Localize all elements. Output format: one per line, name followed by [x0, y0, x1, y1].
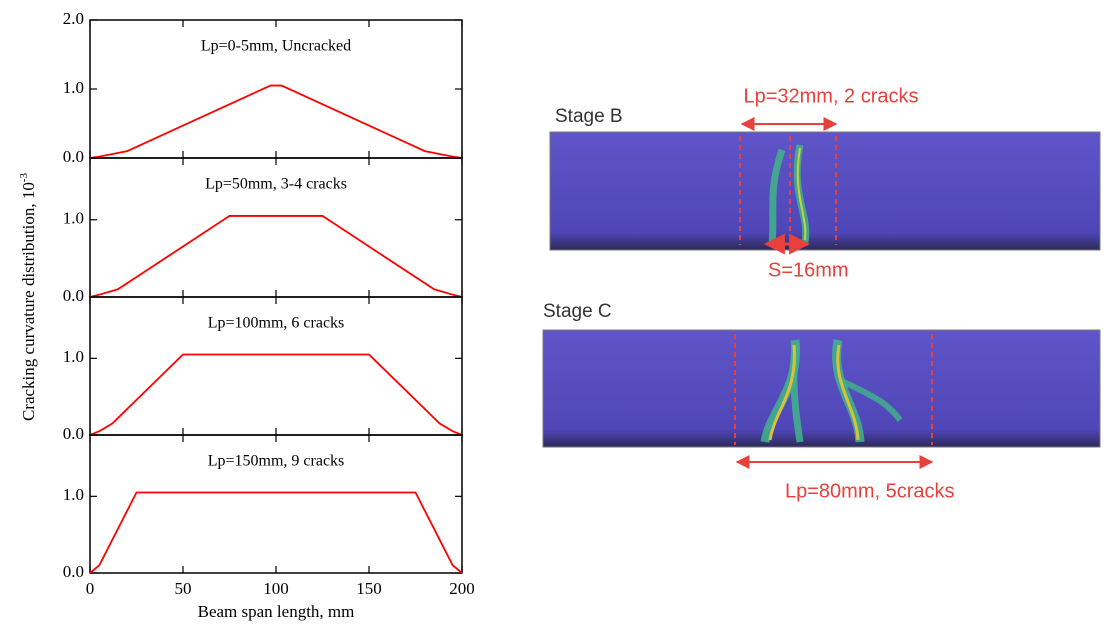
y-tick-label: 1.0 — [63, 78, 84, 97]
panel: 0 50 100 150 200 0.0 1.0 Lp=150mm, 9 cracks — [63, 435, 475, 598]
y-tick-label: 1.0 — [63, 347, 84, 366]
panel: 0.0 1.0 Lp=100mm, 6 cracks — [63, 297, 462, 443]
x-axis-label: Beam span length, mm — [198, 602, 355, 621]
y-tick-label: 1.0 — [63, 485, 84, 504]
stage-title: Stage B — [555, 106, 623, 127]
span-label: Lp=80mm, 5cracks — [785, 480, 955, 502]
y-tick-label: 2.0 — [63, 9, 84, 28]
panel-annotation: Lp=0-5mm, Uncracked — [201, 38, 351, 55]
x-tick-label: 100 — [263, 579, 289, 598]
stage-title: Stage C — [543, 301, 612, 322]
beam-photo — [543, 330, 1100, 447]
x-tick-label: 200 — [449, 579, 475, 598]
stage-c-image: Stage C Lp=80mm, 5cracks — [543, 301, 1100, 502]
y-tick-label: 1.0 — [63, 209, 84, 228]
x-tick-label: 0 — [86, 579, 95, 598]
spacing-label: S=16mm — [768, 259, 849, 281]
beam-photo — [550, 132, 1100, 250]
y-axis-title: Cracking curvature distribution, 10-3 — [18, 172, 38, 421]
panel: 0.0 1.0 Lp=50mm, 3-4 cracks — [63, 158, 462, 305]
y-tick-label: 0.0 — [63, 424, 84, 443]
stage-b-image: Stage B Lp=32mm, 2 cracks S=16mm — [550, 85, 1100, 281]
panel-annotation: Lp=100mm, 6 cracks — [208, 315, 345, 332]
curve — [90, 493, 462, 574]
curve — [90, 355, 462, 436]
span-label: Lp=32mm, 2 cracks — [743, 85, 918, 107]
curve — [90, 86, 462, 158]
y-axis-label-text: Cracking curvature distribution, 10 — [19, 182, 38, 421]
panel-annotation: Lp=50mm, 3-4 cracks — [205, 176, 347, 193]
panel: 0.0 1.0 2.0 Lp=0-5mm, Uncracked — [63, 9, 462, 166]
y-axis-label-exponent: -3 — [18, 172, 30, 182]
y-axis-label: Cracking curvature distribution, 10-3 — [18, 172, 38, 421]
x-tick-label: 50 — [175, 579, 192, 598]
y-tick-label: 0.0 — [63, 147, 84, 166]
panel-annotation: Lp=150mm, 9 cracks — [208, 453, 345, 470]
figure: Cracking curvature distribution, 10-3 Be… — [0, 0, 1106, 628]
y-tick-label: 0.0 — [63, 562, 84, 581]
x-tick-label: 150 — [356, 579, 382, 598]
curve — [90, 216, 462, 297]
y-tick-label: 0.0 — [63, 286, 84, 305]
